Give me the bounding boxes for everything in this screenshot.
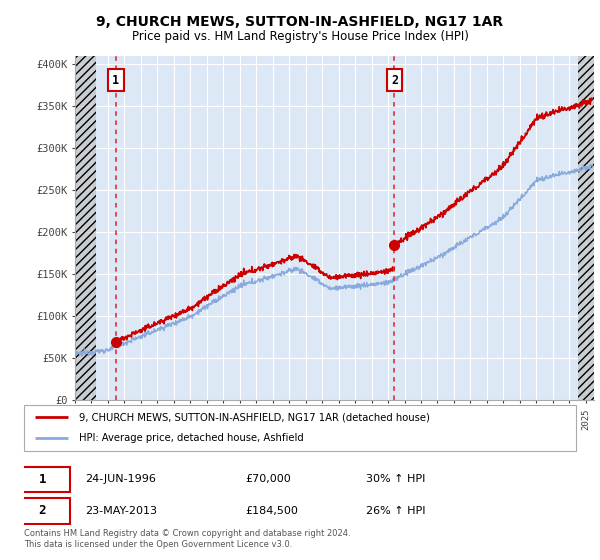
- Text: Price paid vs. HM Land Registry's House Price Index (HPI): Price paid vs. HM Land Registry's House …: [131, 30, 469, 43]
- Text: Contains HM Land Registry data © Crown copyright and database right 2024.
This d: Contains HM Land Registry data © Crown c…: [24, 529, 350, 549]
- Text: 1: 1: [112, 73, 119, 87]
- Text: £184,500: £184,500: [245, 506, 298, 516]
- Bar: [578, 56, 594, 400]
- Text: 23-MAY-2013: 23-MAY-2013: [85, 506, 157, 516]
- FancyBboxPatch shape: [14, 498, 70, 524]
- Bar: [75, 56, 97, 400]
- Text: 9, CHURCH MEWS, SUTTON-IN-ASHFIELD, NG17 1AR: 9, CHURCH MEWS, SUTTON-IN-ASHFIELD, NG17…: [97, 15, 503, 29]
- Text: 30% ↑ HPI: 30% ↑ HPI: [366, 474, 425, 484]
- FancyBboxPatch shape: [14, 466, 70, 492]
- FancyBboxPatch shape: [24, 405, 576, 451]
- Text: 24-JUN-1996: 24-JUN-1996: [85, 474, 155, 484]
- Text: 2: 2: [38, 504, 46, 517]
- Text: 1: 1: [38, 473, 46, 486]
- Text: £70,000: £70,000: [245, 474, 290, 484]
- Text: 9, CHURCH MEWS, SUTTON-IN-ASHFIELD, NG17 1AR (detached house): 9, CHURCH MEWS, SUTTON-IN-ASHFIELD, NG17…: [79, 412, 430, 422]
- Text: 26% ↑ HPI: 26% ↑ HPI: [366, 506, 426, 516]
- Text: 2: 2: [391, 73, 398, 87]
- Text: HPI: Average price, detached house, Ashfield: HPI: Average price, detached house, Ashf…: [79, 433, 304, 444]
